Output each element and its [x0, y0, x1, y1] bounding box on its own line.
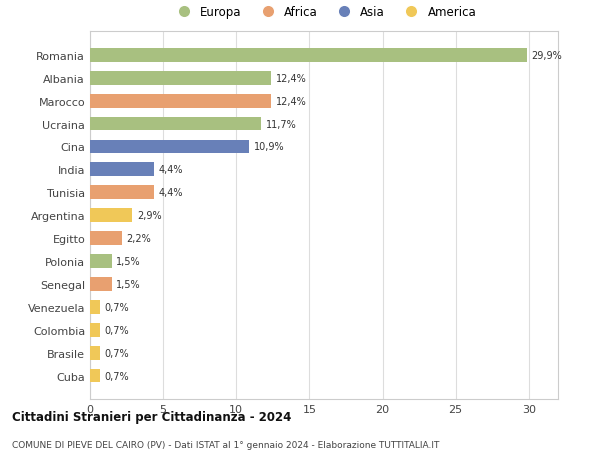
Text: COMUNE DI PIEVE DEL CAIRO (PV) - Dati ISTAT al 1° gennaio 2024 - Elaborazione TU: COMUNE DI PIEVE DEL CAIRO (PV) - Dati IS… — [12, 441, 439, 449]
Bar — [90, 140, 250, 154]
Text: 29,9%: 29,9% — [532, 50, 562, 61]
Bar — [90, 209, 133, 223]
Bar — [90, 300, 100, 314]
Text: 1,5%: 1,5% — [116, 280, 141, 289]
Bar — [90, 232, 122, 246]
Bar — [90, 72, 271, 85]
Bar — [90, 277, 112, 291]
Text: 0,7%: 0,7% — [104, 371, 129, 381]
Bar — [90, 95, 271, 108]
Legend: Europa, Africa, Asia, America: Europa, Africa, Asia, America — [167, 1, 481, 24]
Bar — [90, 369, 100, 383]
Bar — [90, 118, 261, 131]
Text: 4,4%: 4,4% — [159, 188, 183, 198]
Text: 2,2%: 2,2% — [127, 234, 151, 244]
Text: 0,7%: 0,7% — [104, 325, 129, 335]
Bar — [90, 186, 154, 200]
Bar — [90, 346, 100, 360]
Text: 1,5%: 1,5% — [116, 257, 141, 266]
Bar — [90, 49, 527, 62]
Text: 11,7%: 11,7% — [265, 119, 296, 129]
Text: 12,4%: 12,4% — [276, 96, 307, 106]
Text: 2,9%: 2,9% — [137, 211, 161, 221]
Text: 10,9%: 10,9% — [254, 142, 284, 152]
Text: Cittadini Stranieri per Cittadinanza - 2024: Cittadini Stranieri per Cittadinanza - 2… — [12, 410, 292, 423]
Bar — [90, 323, 100, 337]
Text: 4,4%: 4,4% — [159, 165, 183, 175]
Bar — [90, 163, 154, 177]
Text: 0,7%: 0,7% — [104, 302, 129, 312]
Bar — [90, 255, 112, 269]
Text: 12,4%: 12,4% — [276, 73, 307, 84]
Text: 0,7%: 0,7% — [104, 348, 129, 358]
